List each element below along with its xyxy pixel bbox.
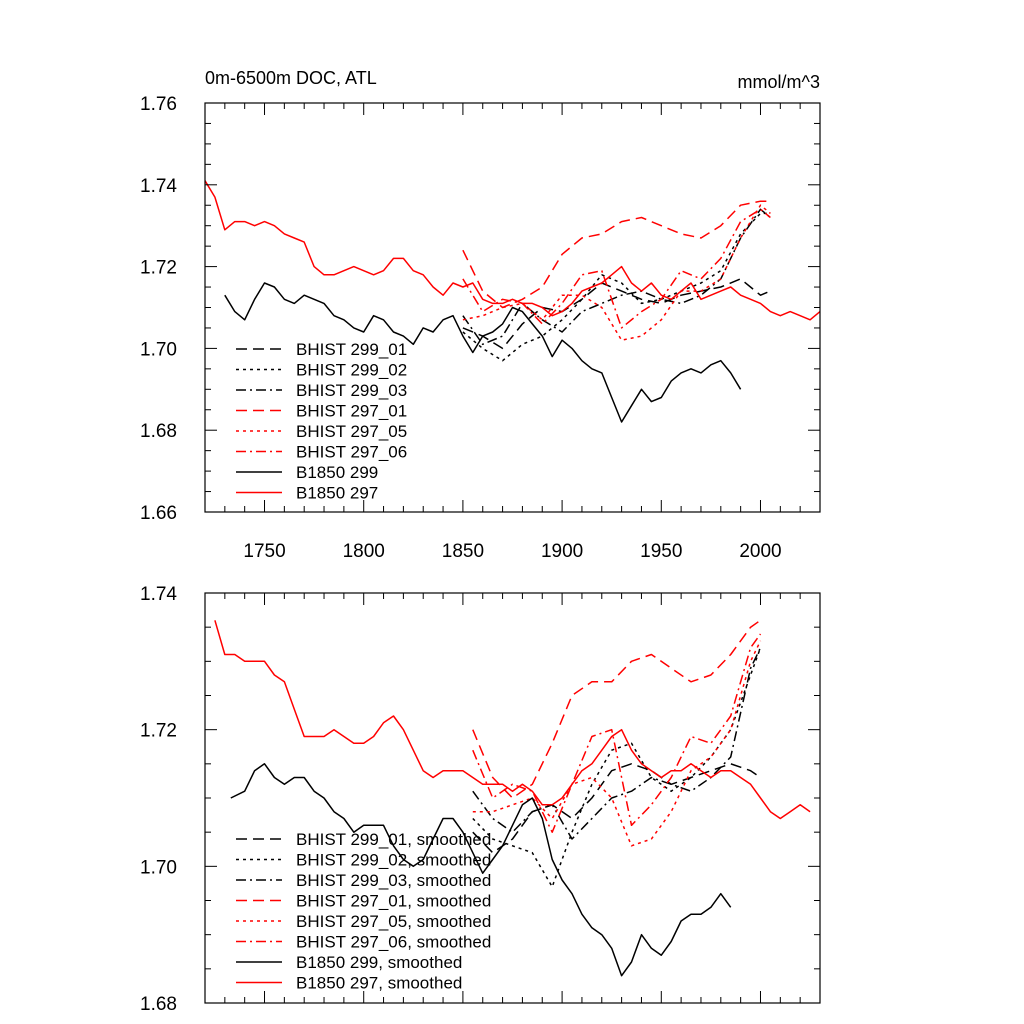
series-line-3 [472, 647, 762, 840]
legend-item: BHIST 297_05, smoothed [236, 912, 491, 931]
axis-ticks: 1750 1800 1850 1900 1950 2000 1.66 1.68 1.70 1.72… [140, 94, 821, 562]
legend-item: BHIST 299_01 [236, 340, 407, 359]
legend-item: BHIST 299_01, smoothed [236, 830, 491, 849]
legend-label: B1850 297, smoothed [296, 974, 462, 993]
y-tick-label: 1.68 [140, 994, 177, 1015]
legend-item: B1850 299 [236, 463, 378, 482]
series-line-2 [462, 212, 771, 362]
units-label: mmol/m^3 [738, 72, 820, 92]
series-line-1 [462, 278, 771, 350]
legend-label: BHIST 297_01, smoothed [296, 892, 491, 911]
legend-label: BHIST 299_03 [296, 381, 407, 400]
series-line-7 [230, 763, 732, 977]
y-tick-label: 1.74 [140, 176, 177, 197]
legend-label: BHIST 299_02, smoothed [296, 851, 491, 870]
bottom-chart-panel: 1.681.701.721.74 BHIST 299_01, smoothedB… [140, 584, 821, 1015]
legend-label: BHIST 297_06, smoothed [296, 933, 491, 952]
legend: BHIST 299_01, smoothed BHIST 299_02, smoo… [236, 830, 491, 993]
legend-label: BHIST 299_01, smoothed [296, 830, 491, 849]
series-line-5 [472, 640, 762, 847]
series-line-8 [214, 620, 811, 820]
legend-item: B1850 297 [236, 484, 378, 503]
legend-item: BHIST 297_06 [236, 443, 407, 462]
series-line-4 [462, 200, 771, 309]
legend-label: B1850 299, smoothed [296, 953, 462, 972]
series-line-6 [462, 208, 771, 329]
legend-label: B1850 297 [296, 484, 378, 503]
y-tick-label: 1.76 [140, 94, 177, 115]
series-line-8 [204, 180, 821, 321]
series-line-4 [472, 619, 761, 799]
y-tick-label: 1.70 [140, 339, 177, 360]
y-tick-label: 1.72 [140, 721, 177, 742]
legend-label: B1850 299 [296, 463, 378, 482]
legend-item: BHIST 299_02 [236, 361, 407, 380]
x-tick-label: 1950 [640, 541, 682, 562]
series-line-6 [472, 633, 762, 833]
y-tick-label: 1.66 [140, 503, 177, 524]
legend-item: BHIST 297_01 [236, 402, 407, 421]
legend-item: B1850 299, smoothed [236, 953, 462, 972]
legend-label: BHIST 297_05, smoothed [296, 912, 491, 931]
top-chart-panel: 0m-6500m DOC, ATL mmol/m^3 1750 1800 1850 1… [140, 68, 821, 562]
legend-label: BHIST 297_06 [296, 443, 407, 462]
x-tick-label: 1900 [541, 541, 583, 562]
series-line-3 [462, 208, 771, 346]
legend-label: BHIST 299_02 [296, 361, 407, 380]
legend-item: BHIST 297_06, smoothed [236, 933, 491, 952]
y-tick-label: 1.70 [140, 857, 177, 878]
series-line-2 [472, 647, 762, 888]
y-tick-label: 1.72 [140, 258, 177, 279]
legend-label: BHIST 299_03, smoothed [296, 871, 491, 890]
legend-item: B1850 297, smoothed [236, 974, 462, 993]
legend-item: BHIST 299_02, smoothed [236, 851, 491, 870]
axis-ticks: 1.68 1.70 1.72 1.74 [140, 584, 821, 1015]
x-tick-label: 1800 [343, 541, 385, 562]
y-tick-label: 1.74 [140, 584, 177, 605]
legend-label: BHIST 297_01 [296, 402, 407, 421]
x-tick-label: 2000 [739, 541, 781, 562]
series-group [204, 180, 821, 423]
legend-item: BHIST 299_03, smoothed [236, 871, 491, 890]
legend-item: BHIST 299_03 [236, 381, 407, 400]
series-line-7 [224, 282, 742, 423]
legend-item: BHIST 297_01, smoothed [236, 892, 491, 911]
y-tick-label: 1.68 [140, 421, 177, 442]
x-tick-label: 1850 [442, 541, 484, 562]
legend-item: BHIST 297_05 [236, 422, 407, 441]
x-tick-label: 1750 [243, 541, 285, 562]
legend-label: BHIST 297_05 [296, 422, 407, 441]
series-group [214, 619, 811, 977]
chart-title: 0m-6500m DOC, ATL [205, 68, 377, 88]
series-line-5 [462, 204, 771, 341]
legend-label: BHIST 299_01 [296, 340, 407, 359]
